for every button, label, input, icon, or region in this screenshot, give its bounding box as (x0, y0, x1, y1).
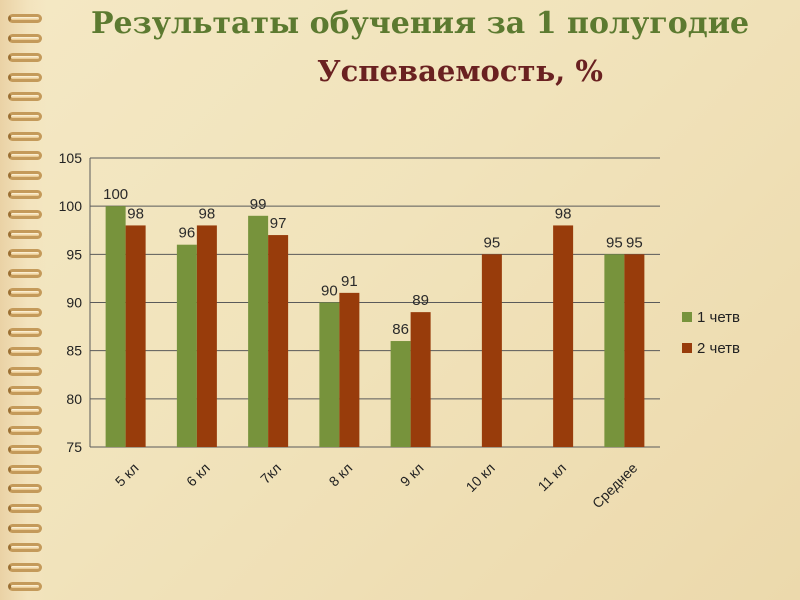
bar-2 (268, 235, 289, 447)
y-tick-label: 105 (59, 150, 83, 166)
spiral-ring (8, 562, 42, 572)
spiral-ring (8, 347, 42, 357)
bar-2 (196, 225, 217, 447)
spiral-ring (8, 33, 42, 43)
spiral-ring (8, 268, 42, 278)
spiral-ring (8, 582, 42, 592)
bar-1 (319, 302, 340, 447)
spiral-ring (8, 170, 42, 180)
bar-2 (481, 254, 502, 447)
bar-2 (410, 312, 431, 447)
spiral-ring (8, 72, 42, 82)
y-tick-label: 80 (66, 391, 82, 407)
legend-swatch (682, 343, 692, 353)
spiral-ring (8, 131, 42, 141)
spiral-ring (8, 229, 42, 239)
data-label: 98 (127, 205, 144, 222)
data-label: 96 (179, 225, 196, 242)
data-label: 100 (103, 186, 128, 203)
spiral-ring (8, 523, 42, 533)
chart-subtitle: Успеваемость, % (317, 54, 603, 88)
spiral-ring (8, 53, 42, 63)
y-tick-label: 85 (66, 343, 82, 359)
data-label: 97 (270, 215, 287, 232)
bar-1 (176, 244, 197, 447)
y-tick-label: 90 (66, 295, 82, 311)
data-label: 95 (606, 234, 623, 251)
x-tick-label: 10 кл (463, 460, 498, 495)
spiral-ring (8, 151, 42, 161)
spiral-ring (8, 445, 42, 455)
data-label: 99 (250, 196, 267, 213)
spiral-ring (8, 366, 42, 376)
bar-1 (248, 215, 269, 447)
data-label: 98 (199, 205, 216, 222)
y-tick-label: 95 (66, 246, 82, 262)
spiral-ring (8, 327, 42, 337)
bar-2 (125, 225, 146, 447)
spiral-ring (8, 210, 42, 219)
data-label: 95 (484, 234, 501, 251)
spiral-ring (8, 406, 42, 415)
spiral-ring (8, 288, 42, 298)
data-label: 98 (555, 205, 572, 222)
spiral-ring (8, 308, 42, 317)
spiral-ring (8, 112, 42, 121)
spiral-ring (8, 425, 42, 435)
spiral-ring (8, 14, 42, 23)
y-tick-label: 75 (66, 439, 82, 455)
legend-swatch (682, 312, 692, 322)
x-tick-label: 9 кл (397, 460, 427, 490)
page-title: Результаты обучения за 1 полугодие (90, 6, 750, 41)
spiral-ring (8, 504, 42, 513)
bar-2 (624, 254, 645, 447)
spiral-ring (8, 386, 42, 396)
spiral-ring (8, 484, 42, 494)
spiral-ring (8, 190, 42, 200)
notebook-spine (0, 0, 46, 600)
spiral-ring (8, 543, 42, 553)
spiral-ring (8, 464, 42, 474)
y-tick-label: 100 (59, 198, 83, 214)
bar-1 (390, 341, 411, 447)
legend-label: 1 четв (697, 309, 740, 326)
data-label: 95 (626, 234, 643, 251)
bar-2 (553, 225, 574, 447)
x-tick-label: Среднее (589, 460, 641, 512)
bar-2 (339, 292, 360, 447)
spiral-ring (8, 92, 42, 102)
data-label: 91 (341, 273, 358, 290)
bar-1 (604, 254, 625, 447)
x-tick-label: 6 кл (183, 460, 213, 490)
x-tick-label: 5 кл (112, 460, 142, 490)
bar-1 (105, 206, 126, 447)
spiral-ring (8, 249, 42, 259)
data-label: 89 (412, 292, 429, 309)
data-label: 86 (392, 321, 409, 338)
x-tick-label: 11 кл (535, 460, 570, 495)
x-tick-label: 8 кл (326, 460, 356, 490)
x-tick-label: 7кл (257, 460, 284, 487)
data-label: 90 (321, 283, 338, 300)
legend-label: 2 четв (697, 340, 740, 357)
